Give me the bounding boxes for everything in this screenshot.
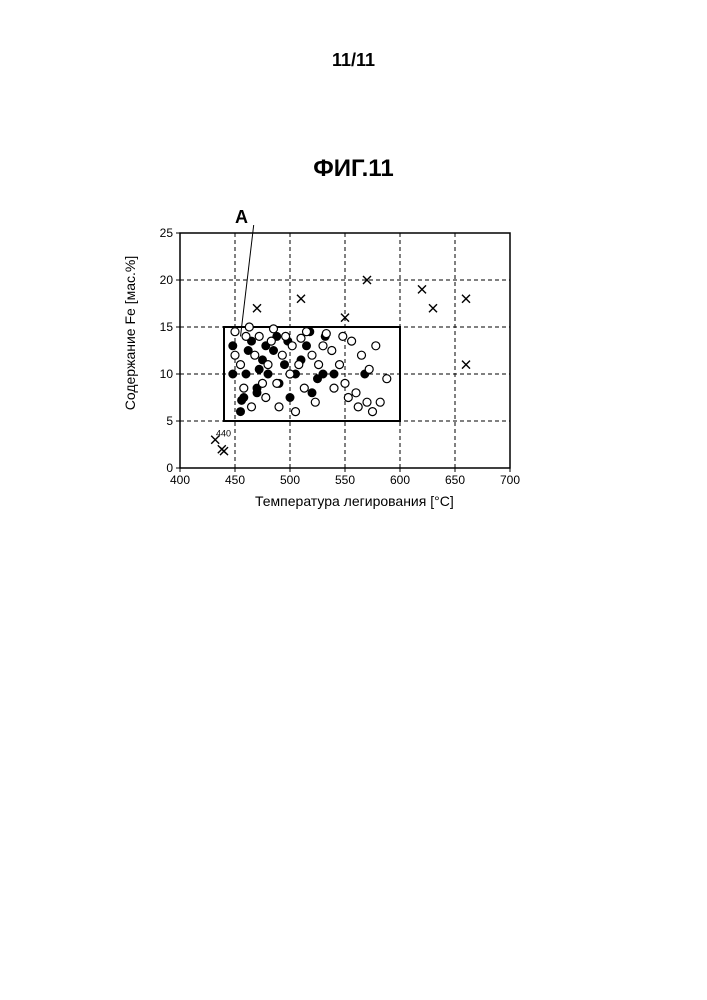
svg-text:550: 550 [335, 473, 355, 487]
svg-text:600: 600 [390, 473, 410, 487]
scatter-chart: 440 400 450 500 550 600 650 700 0 5 10 15 20 25 [140, 215, 570, 535]
svg-text:10: 10 [160, 367, 174, 381]
svg-text:5: 5 [166, 414, 173, 428]
svg-text:15: 15 [160, 320, 174, 334]
svg-text:25: 25 [160, 226, 174, 240]
y-axis-label: Содержание Fe [мас.%] [122, 253, 138, 413]
chart-container: A 4404004505005506006507000510152025 Сод… [140, 215, 570, 540]
region-label-a: A [235, 207, 248, 228]
svg-text:400: 400 [170, 473, 190, 487]
svg-text:450: 450 [225, 473, 245, 487]
svg-text:0: 0 [166, 461, 173, 475]
svg-text:650: 650 [445, 473, 465, 487]
svg-text:700: 700 [500, 473, 520, 487]
x-axis-label: Температура легирования [°C] [255, 493, 454, 509]
page-number: 11/11 [0, 50, 707, 71]
svg-text:20: 20 [160, 273, 174, 287]
figure-title: ФИГ.11 [0, 155, 707, 183]
svg-text:440: 440 [216, 428, 231, 438]
svg-text:500: 500 [280, 473, 300, 487]
